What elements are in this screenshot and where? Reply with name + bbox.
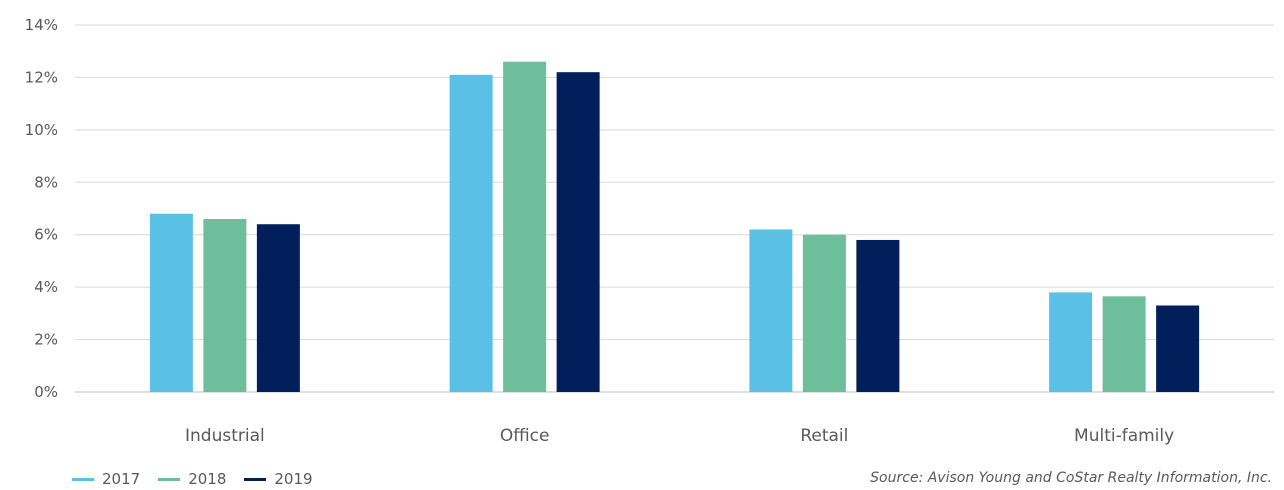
bar-office-2019 xyxy=(556,72,600,392)
legend-item-2019: 2019 xyxy=(244,470,313,488)
bar-office-2017 xyxy=(449,74,493,393)
y-tick-label: 12% xyxy=(25,68,58,86)
bars xyxy=(149,61,1200,393)
legend-swatch xyxy=(158,477,181,481)
legend-label: 2019 xyxy=(274,470,313,488)
bar-office-2018 xyxy=(503,61,547,392)
bar-retail-2019 xyxy=(856,239,900,392)
category-label: Industrial xyxy=(185,426,265,446)
bar-industrial-2017 xyxy=(149,213,193,392)
y-tick-label: 10% xyxy=(25,121,58,139)
y-tick-label: 6% xyxy=(34,226,58,244)
legend-item-2018: 2018 xyxy=(158,470,226,488)
bar-multi-family-2018 xyxy=(1102,296,1146,392)
y-tick-label: 14% xyxy=(25,16,58,34)
legend-swatch xyxy=(72,477,94,481)
bar-industrial-2019 xyxy=(256,224,300,392)
y-axis-ticks: 0% 2% 4% 6% 8% 10% 12% 14% xyxy=(25,16,58,401)
y-tick-label: 2% xyxy=(34,331,58,349)
legend-item-2017: 2017 xyxy=(72,470,140,488)
y-tick-label: 8% xyxy=(34,173,58,191)
category-label: Office xyxy=(500,426,550,446)
category-labels: Industrial Office Retail Multi-family xyxy=(185,426,1174,446)
gridlines xyxy=(75,24,1274,393)
bar-retail-2017 xyxy=(749,229,793,392)
legend-label: 2018 xyxy=(188,470,227,488)
category-label: Retail xyxy=(800,426,848,446)
bar-chart: 0% 2% 4% 6% 8% 10% 12% 14% Industrial Office Reta… xyxy=(25,16,1274,446)
legend-swatch xyxy=(244,477,267,481)
legend: 2017 2018 2019 xyxy=(72,470,313,488)
source-note: Source: Avison Young and CoStar Realty I… xyxy=(870,470,1272,486)
bar-industrial-2018 xyxy=(203,218,247,392)
y-tick-label: 0% xyxy=(34,383,58,401)
category-label: Multi-family xyxy=(1074,426,1174,446)
bar-retail-2018 xyxy=(802,234,846,392)
bar-multi-family-2017 xyxy=(1049,292,1093,392)
bar-multi-family-2019 xyxy=(1156,305,1200,392)
y-tick-label: 4% xyxy=(34,278,58,296)
legend-label: 2017 xyxy=(102,470,141,488)
